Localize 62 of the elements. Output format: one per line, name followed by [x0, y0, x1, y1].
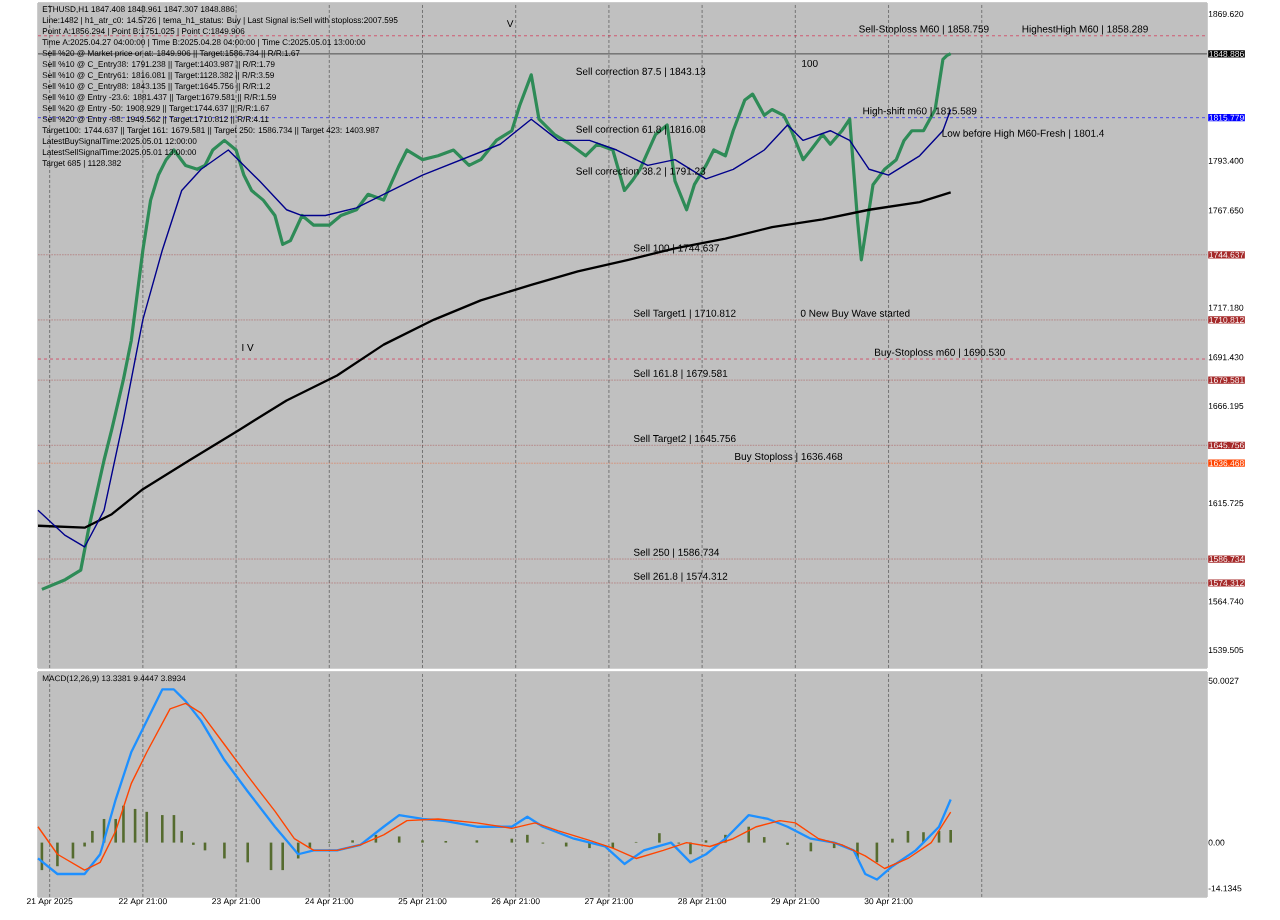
annotation: Sell %10 @ C_Entry38: 1791.238 || Target:1403.987 || R/R:1.79 [42, 60, 275, 69]
annotation: Buy Stoploss | 1636.468 [735, 452, 843, 463]
annotation: Target 685 | 1128.382 [42, 159, 121, 168]
annotation: Point A:1856.294 | Point B:1751.025 | Point C:1849.906 [42, 27, 245, 36]
y-tick-label: 0.00 [1208, 839, 1225, 846]
annotation: I V [242, 344, 254, 351]
annotation: Target100: 1744.637 || Target 161: 1679.581 || Target 250: 1586.734 || Target 423: 1403.987 [42, 126, 379, 135]
y-tick-label: 1848.886 [1209, 50, 1244, 57]
annotation: Sell %20 @ Market price or at: 1849.906 || Target:1586.734 || R/R:1.67 [42, 49, 300, 58]
annotation: LatestBuySignalTime:2025.05.01 12:00:00 [42, 137, 197, 146]
annotation: HighestHigh M60 | 1858.289 [1022, 25, 1148, 35]
x-tick-label: 25 Apr 21:00 [398, 898, 447, 906]
y-tick-label: 1793.400 [1208, 157, 1244, 164]
y-tick-label: 1815.779 [1209, 114, 1244, 121]
annotation: Buy-Stoploss m60 | 1690.530 [875, 348, 1005, 358]
chart-title: MACD(12,26,9) 13.3381 9.4447 3.8934 [42, 675, 186, 683]
annotation: Line:1482 | h1_atr_c0: 14.5726 | tema_h1_status: Buy | Last Signal is:Sell with stoploss:2007.595 [42, 16, 398, 25]
y-tick-label: 1645.756 [1209, 442, 1244, 449]
annotation: Sell 250 | 1586.734 [633, 548, 720, 558]
y-tick-label: 1767.650 [1208, 207, 1244, 214]
x-tick-label: 30 Apr 21:00 [864, 898, 913, 906]
annotation: Sell %10 @ C_Entry88: 1843.135 || Target:1645.756 || R/R:1.2 [42, 82, 270, 91]
y-tick-label: 1574.312 [1209, 579, 1244, 586]
annotation: V [506, 20, 514, 28]
x-tick-label: 26 Apr 21:00 [491, 898, 540, 906]
y-tick-label: 50.0027 [1208, 677, 1239, 684]
y-tick-label: 1564.740 [1208, 598, 1244, 605]
annotation: Sell %20 @ Entry -88: 1949.562 || Target:1710.812 || R/R:4.11 [42, 115, 269, 124]
x-tick-label: 21 Apr 2025 [26, 898, 73, 906]
annotation: Sell %20 @ Entry -50: 1908.929 || Target:1744.637 || R/R:1.67 [42, 104, 270, 113]
y-tick-label: -14.1345 [1208, 885, 1242, 892]
annotation: Sell %10 @ C_Entry61: 1816.081 || Target:1128.382 || R/R:3.59 [42, 71, 274, 80]
annotation: Sell correction 61.8 | 1816.08 [576, 125, 706, 135]
y-tick-label: 1615.725 [1208, 500, 1244, 507]
y-tick-label: 1679.581 [1209, 377, 1244, 384]
x-tick-label: 28 Apr 21:00 [678, 898, 727, 906]
annotation: Sell-Stoploss M60 | 1858.759 [859, 25, 989, 35]
y-tick-label: 1744.637 [1209, 251, 1244, 258]
annotation: Time A:2025.04.27 04:00:00 | Time B:2025.04.28 04:00:00 | Time C:2025.05.01 13:00:00 [42, 38, 366, 47]
y-tick-label: 1691.430 [1208, 354, 1244, 361]
x-tick-label: 23 Apr 21:00 [212, 898, 261, 906]
annotation: Low before High M60-Fresh | 1801.4 [942, 129, 1105, 139]
annotation: 0 New Buy Wave started [800, 309, 910, 319]
x-tick-label: 24 Apr 21:00 [305, 898, 354, 906]
annotation: Sell 261.8 | 1574.312 [633, 572, 728, 582]
y-tick-label: 1539.505 [1208, 647, 1244, 654]
x-tick-label: 27 Apr 21:00 [585, 898, 633, 906]
x-tick-label: 29 Apr 21:00 [771, 898, 820, 906]
x-tick-label: 22 Apr 21:00 [118, 898, 167, 906]
annotation: Sell 161.8 | 1679.581 [633, 369, 728, 379]
chart-title: ETHUSD,H1 1847.408 1848.961 1847.307 1848.886 [42, 6, 235, 13]
y-tick-label: 1717.180 [1208, 304, 1244, 311]
y-tick-label: 1710.812 [1209, 316, 1244, 323]
annotation: Sell correction 87.5 | 1843.13 [576, 67, 706, 77]
y-tick-label: 1636.468 [1209, 460, 1244, 467]
annotation: 100 [802, 59, 818, 67]
y-tick-label: 1586.734 [1209, 556, 1244, 563]
annotation: Sell %10 @ Entry -23.6: 1881.437 || Target:1679.581 || R/R:1.59 [42, 93, 276, 102]
annotation: Sell Target2 | 1645.756 [633, 434, 736, 445]
y-tick-label: 1666.195 [1208, 402, 1244, 409]
y-tick-label: 1869.620 [1208, 10, 1244, 17]
annotation: Sell Target1 | 1710.812 [633, 309, 736, 319]
